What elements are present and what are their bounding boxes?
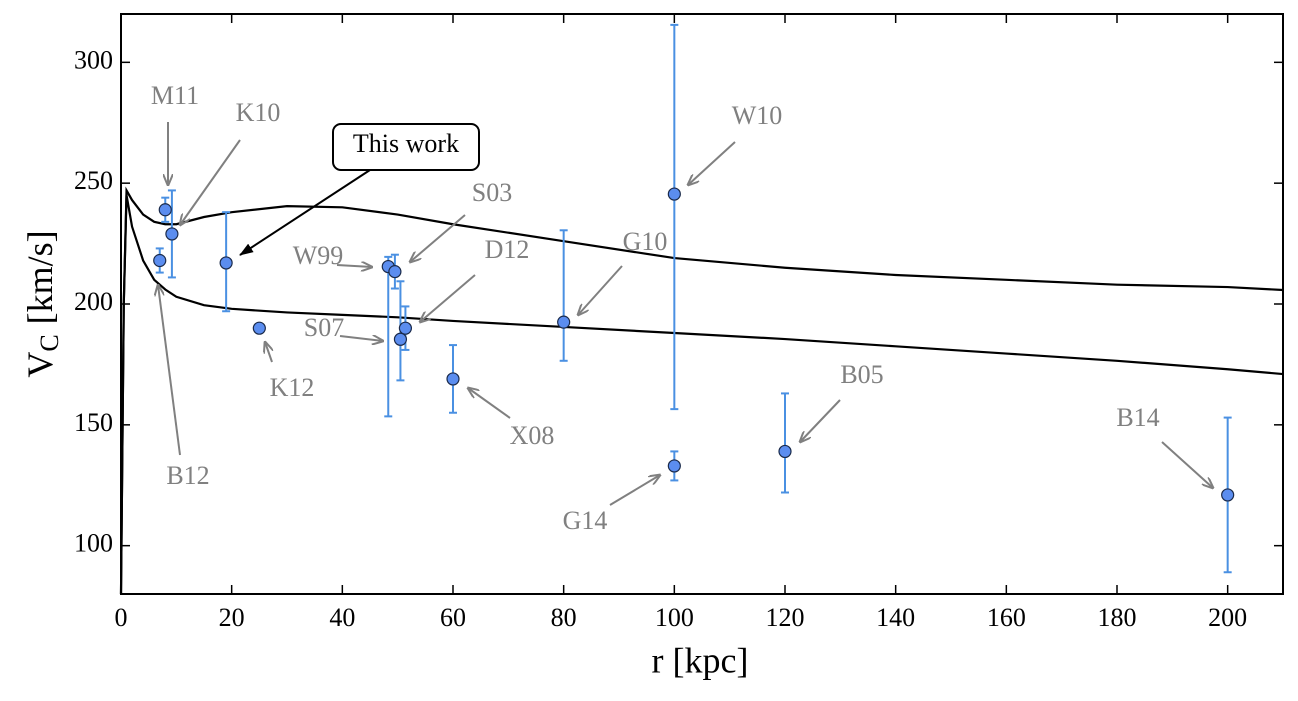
x-tick-label: 0 (115, 603, 128, 632)
point-label: D12 (485, 235, 530, 264)
data-point (667, 459, 681, 473)
annotation-arrow (468, 388, 511, 419)
annotation-arrow (800, 399, 841, 442)
annotation-arrow (265, 342, 272, 363)
annotation-arrow (339, 336, 383, 341)
y-tick-label: 200 (74, 287, 113, 316)
annotation-arrow (336, 265, 372, 267)
data-point (219, 256, 233, 270)
point-label: B05 (840, 360, 883, 389)
x-tick-label: 140 (876, 603, 915, 632)
annotation-arrow (578, 265, 623, 315)
annotation-arrow (420, 274, 476, 322)
point-label: G14 (563, 506, 608, 535)
data-point (398, 321, 413, 335)
data-point (165, 227, 179, 241)
point-label: S07 (304, 313, 344, 342)
point-label: K10 (236, 98, 281, 127)
x-tick-label: 160 (987, 603, 1026, 632)
point-label: X08 (510, 421, 555, 450)
data-point (252, 321, 266, 335)
data-point (393, 332, 408, 346)
error-bar (670, 23, 679, 411)
y-tick-label: 100 (74, 529, 113, 558)
data-point (778, 444, 792, 459)
data-point (388, 265, 402, 279)
point-label: W99 (293, 241, 344, 270)
y-tick-label: 250 (74, 166, 113, 195)
x-tick-label: 60 (440, 603, 466, 632)
point-label: W10 (732, 101, 783, 130)
error-bar (559, 229, 568, 362)
x-tick-label: 180 (1098, 603, 1137, 632)
model-curve (119, 195, 1284, 595)
y-tick-label: 150 (74, 408, 113, 437)
x-tick-label: 200 (1208, 603, 1247, 632)
error-bar (781, 392, 789, 494)
data-point (667, 187, 681, 201)
data-point (446, 372, 460, 386)
plot-frame (120, 13, 1284, 595)
point-label: B12 (166, 461, 209, 490)
annotation-arrow (158, 285, 181, 456)
point-label: M11 (151, 81, 199, 110)
x-tick-label: 80 (551, 603, 577, 632)
annotation-arrow (609, 475, 660, 506)
error-bar (384, 255, 393, 418)
x-axis-label: r [kpc] (652, 640, 749, 680)
curve-annotation: This work (353, 129, 459, 158)
annotation-arrow (239, 169, 371, 256)
x-tick-label: 40 (329, 603, 355, 632)
point-label: B14 (1116, 403, 1159, 432)
point-label: G10 (623, 227, 668, 256)
annotation-arrow (1161, 441, 1213, 488)
point-label: K12 (270, 373, 315, 402)
annotation-arrow (180, 139, 241, 225)
point-label: S03 (472, 178, 512, 207)
data-point (158, 203, 172, 217)
x-tick-label: 120 (766, 603, 805, 632)
data-point (1221, 488, 1235, 502)
x-tick-label: 20 (219, 603, 245, 632)
data-point (153, 253, 167, 268)
y-tick-label: 300 (74, 45, 113, 74)
annotation-box (332, 123, 480, 171)
x-tick-label: 100 (655, 603, 694, 632)
y-axis-label: VC[km/s] (20, 230, 64, 377)
data-point (557, 315, 571, 329)
annotation-arrow (688, 141, 736, 185)
annotation-arrow (410, 214, 466, 262)
